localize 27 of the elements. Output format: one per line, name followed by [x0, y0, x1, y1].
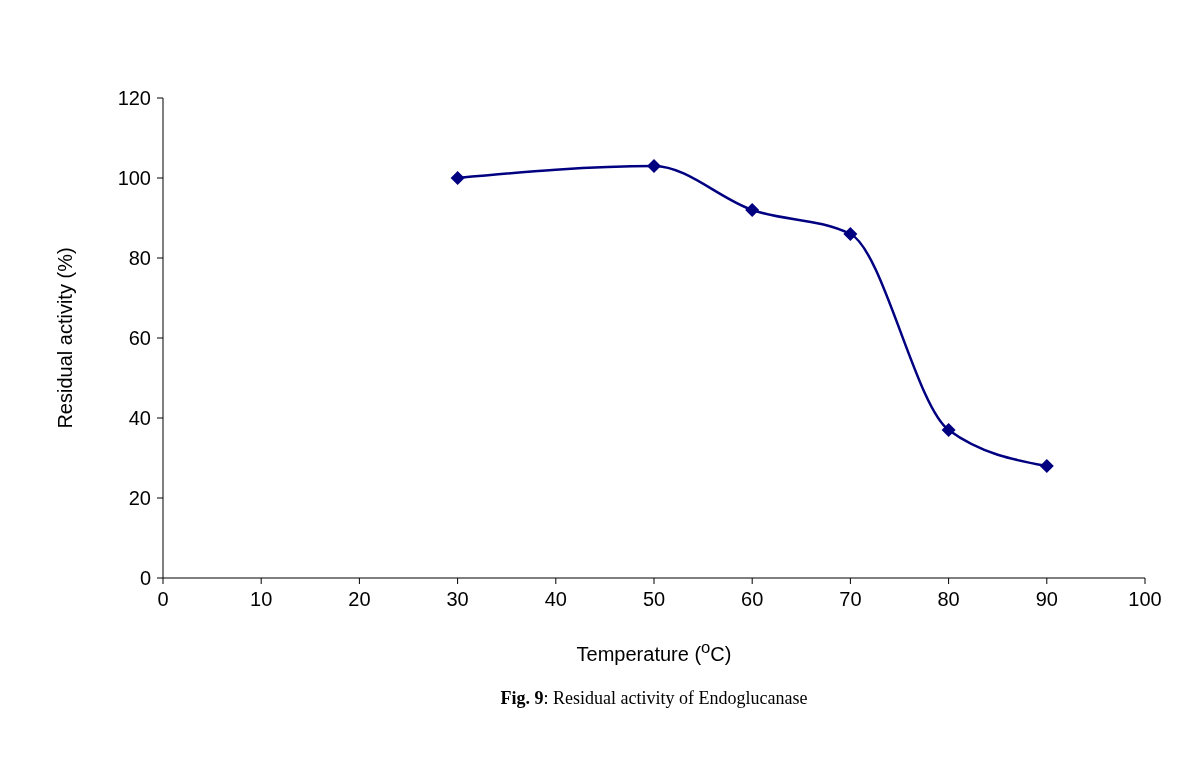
y-tick-label: 20: [128, 487, 151, 510]
x-tick-label: 100: [1128, 588, 1162, 611]
point: [450, 171, 465, 185]
point: [1039, 459, 1054, 473]
x-tick-label: 40: [544, 588, 567, 611]
x-tick-label: 30: [446, 588, 469, 611]
x-tick-label: 0: [157, 588, 169, 611]
caption: Fig. 9: Residual activity of Endoglucanase: [499, 688, 809, 709]
y-tick-label: 80: [128, 247, 151, 270]
y-tick-label: 120: [117, 87, 151, 110]
x-tick-label: 60: [741, 588, 764, 611]
y-tick-label: 40: [128, 407, 151, 430]
point: [843, 227, 858, 241]
y-axis-title: Residual activity (%): [54, 247, 77, 429]
x-axis-title: Temperature ($^{o}$C): [575, 638, 733, 666]
x-tick-label: 90: [1035, 588, 1058, 611]
x-tick-label: 70: [839, 588, 862, 611]
x-tick-label: 50: [642, 588, 666, 611]
x-tick-label: 20: [348, 588, 371, 611]
x-tick-label: 10: [250, 588, 273, 611]
x-tick-label: 80: [937, 588, 960, 611]
y-tick-label: 100: [117, 167, 151, 190]
y-tick-label: 0: [139, 567, 151, 590]
point: [647, 159, 661, 173]
point: [941, 423, 956, 437]
y-tick-label: 60: [128, 327, 151, 350]
point: [745, 203, 760, 217]
